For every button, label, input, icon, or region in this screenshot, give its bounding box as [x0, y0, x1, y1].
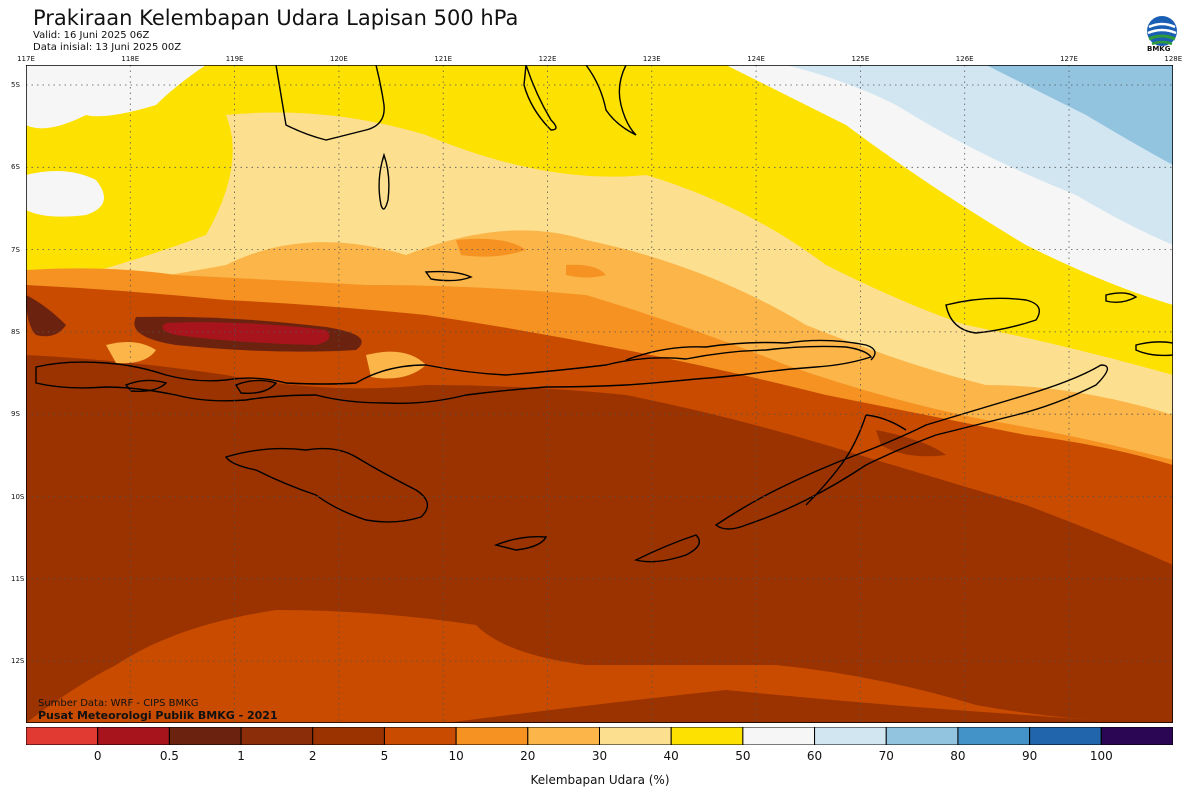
longitude-label: 118E — [121, 55, 140, 63]
colorbar-tick-label: 30 — [591, 749, 608, 763]
initial-time: Data inisial: 13 Juni 2025 00Z — [33, 42, 182, 53]
latitude-label: 9S — [11, 410, 20, 419]
latitude-label: 7S — [11, 245, 20, 254]
colorbar-tick-label: 1 — [237, 749, 245, 763]
latitude-label: 6S — [11, 163, 20, 172]
longitude-label: 117E — [17, 55, 35, 63]
latitude-label: 11S — [11, 574, 25, 583]
longitude-label: 123E — [642, 55, 661, 63]
longitude-label: 121E — [434, 55, 453, 63]
colorbar-tick-label: 0.5 — [159, 749, 179, 763]
longitude-label: 126E — [955, 55, 974, 63]
colorbar-title: Kelembapan Udara (%) — [530, 773, 670, 787]
colorbar-segment — [1029, 727, 1102, 745]
logo-text: BMKG — [1147, 45, 1171, 53]
colorbar-tick-label: 90 — [1021, 749, 1038, 763]
latitude-label: 12S — [11, 657, 25, 666]
colorbar-segment — [885, 727, 959, 745]
colorbar-tick-label: 60 — [806, 749, 823, 763]
longitude-label: 125E — [851, 55, 870, 63]
colorbar-tick-label: 100 — [1089, 749, 1113, 763]
colorbar-segment — [168, 727, 242, 745]
colorbar-tick-label: 0 — [93, 749, 102, 763]
bmkg-logo-icon — [1147, 16, 1177, 46]
colorbar-segment — [527, 727, 600, 745]
valid-time: Valid: 16 Juni 2025 06Z — [33, 30, 150, 41]
colorbar-tick-label: 10 — [448, 749, 464, 763]
colorbar-segment — [312, 727, 385, 745]
colorbar-tick-label: 70 — [878, 749, 894, 763]
page-title: Prakiraan Kelembapan Udara Lapisan 500 h… — [33, 6, 519, 30]
colorbar-segment — [240, 727, 314, 745]
longitude-label: 119E — [225, 55, 244, 63]
longitude-label: 120E — [329, 55, 348, 63]
humidity-map — [26, 65, 1173, 723]
latitude-label: 8S — [11, 327, 20, 336]
colorbar-tick-label: 50 — [735, 749, 751, 763]
latitude-label: 5S — [11, 81, 20, 89]
colorbar-segment — [814, 727, 887, 745]
latitude-label: 10S — [11, 492, 25, 501]
colorbar-tick-label: 5 — [380, 749, 389, 763]
colorbar — [26, 727, 1173, 745]
colorbar-segment — [1100, 727, 1173, 745]
longitude-label: 122E — [538, 55, 557, 63]
colorbar-segment — [26, 727, 99, 745]
colorbar-segment — [742, 727, 816, 745]
colorbar-segment — [97, 727, 170, 745]
colorbar-segment — [383, 727, 457, 745]
longitude-label: 124E — [747, 55, 765, 63]
longitude-label: 128E — [1164, 55, 1183, 63]
colorbar-segment — [957, 727, 1031, 745]
colorbar-tick-label: 20 — [520, 749, 536, 763]
colorbar-tick-label: 40 — [663, 749, 679, 763]
colorbar-tick-label: 80 — [950, 749, 966, 763]
data-source: Sumber Data: WRF - CIPS BMKG — [38, 698, 199, 709]
credit: Pusat Meteorologi Publik BMKG - 2021 — [38, 709, 278, 722]
longitude-label: 127E — [1060, 55, 1078, 63]
colorbar-segment — [455, 727, 529, 745]
colorbar-segment — [599, 727, 672, 745]
colorbar-segment — [670, 727, 744, 745]
colorbar-tick-label: 2 — [308, 749, 317, 763]
